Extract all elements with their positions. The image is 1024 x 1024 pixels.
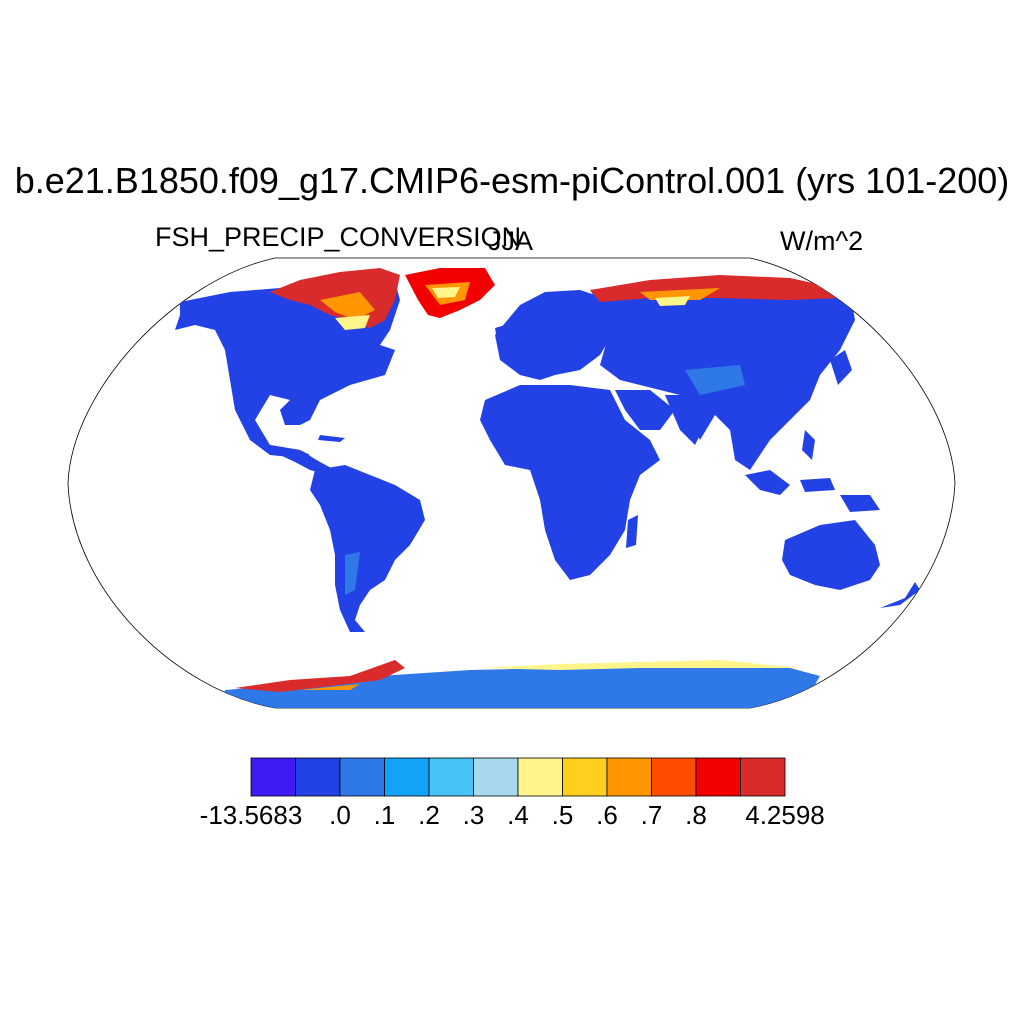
colorbar-label: .0 — [329, 800, 351, 830]
colorbar-swatch — [339, 757, 385, 797]
season-label: JJA — [488, 226, 534, 256]
units-label: W/m^2 — [780, 226, 864, 256]
caribbean-islands — [318, 435, 345, 442]
colorbar-label: .1 — [373, 800, 396, 830]
plot-title: b.e21.B1850.f09_g17.CMIP6-esm-piControl.… — [14, 160, 1010, 201]
antarctica-landmass — [220, 662, 820, 708]
australia-landmass — [782, 520, 880, 590]
central-america-landmass — [270, 445, 335, 475]
colorbar-label: .5 — [551, 800, 574, 830]
south-america-landmass — [310, 465, 425, 632]
africa-landmass — [480, 385, 660, 580]
colorbar-swatch — [384, 757, 430, 797]
colorbar-swatch — [651, 757, 697, 797]
colorbar-swatch — [517, 757, 563, 797]
colorbar-swatch — [295, 757, 341, 797]
colorbar-swatch — [740, 757, 786, 797]
colorbar-label: 4.2598 — [745, 800, 825, 830]
colorbar-label: .7 — [640, 800, 663, 830]
colorbar-swatch — [473, 757, 519, 797]
colorbar-label: .4 — [507, 800, 529, 830]
colorbar-label: .2 — [418, 800, 440, 830]
southeast-asia-islands — [745, 470, 790, 495]
variable-label: FSH_PRECIP_CONVERSION — [155, 222, 522, 252]
colorbar-label: .6 — [596, 800, 618, 830]
europe-landmass — [495, 290, 615, 380]
colorbar-label: .8 — [685, 800, 707, 830]
colorbar-swatch — [606, 757, 652, 797]
colorbar-swatch — [428, 757, 474, 797]
colorbar-label: -13.5683 — [199, 800, 303, 830]
colorbar-swatch — [562, 757, 608, 797]
colorbar-swatch — [695, 757, 741, 797]
colorbar-label: .3 — [462, 800, 485, 830]
colorbar-swatch — [250, 757, 296, 797]
